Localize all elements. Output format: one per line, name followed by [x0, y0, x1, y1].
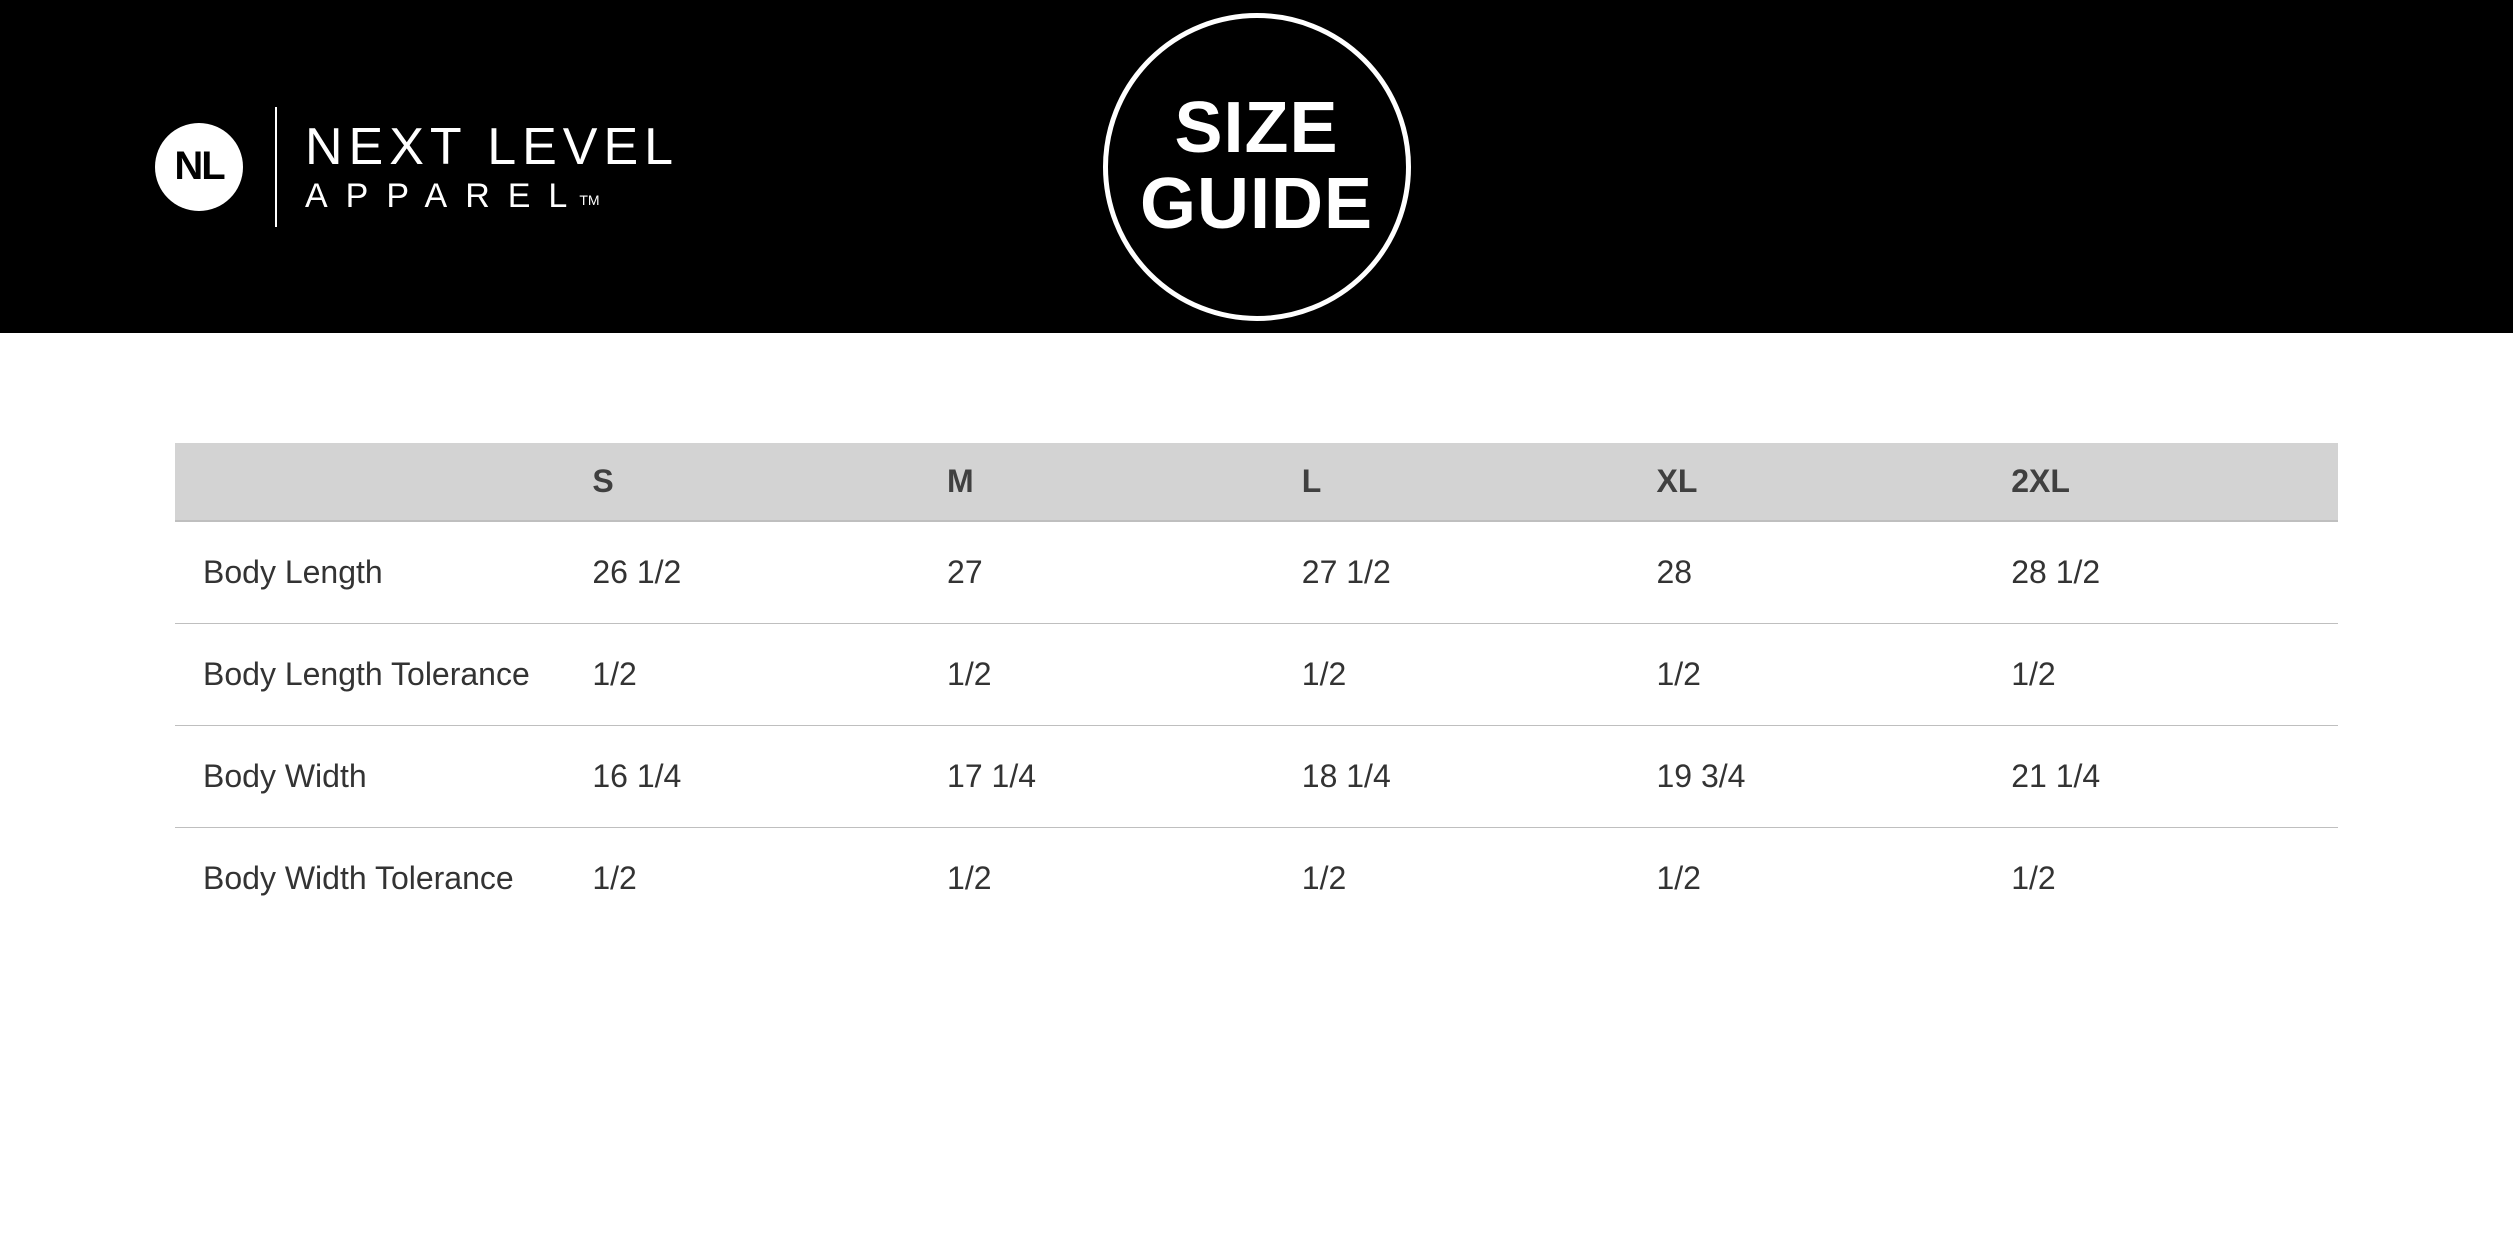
table-cell: 1/2	[564, 828, 919, 930]
table-cell: 28	[1628, 521, 1983, 624]
table-cell: 1/2	[564, 624, 919, 726]
table-cell: 1/2	[1628, 828, 1983, 930]
table-cell: 27	[919, 521, 1274, 624]
size-table: SMLXL2XL Body Length26 1/22727 1/22828 1…	[175, 443, 2338, 929]
table-cell: 21 1/4	[1983, 726, 2338, 828]
brand-text: NEXT LEVEL APPARELTM	[305, 121, 679, 213]
table-cell: 17 1/4	[919, 726, 1274, 828]
trademark-label: TM	[579, 192, 599, 208]
table-cell: 1/2	[919, 624, 1274, 726]
row-label: Body Length Tolerance	[175, 624, 564, 726]
table-header-cell: XL	[1628, 443, 1983, 521]
table-cell: 18 1/4	[1274, 726, 1629, 828]
table-header-row: SMLXL2XL	[175, 443, 2338, 521]
logo-initials: NL	[174, 144, 223, 189]
table-cell: 26 1/2	[564, 521, 919, 624]
table-cell: 1/2	[1274, 624, 1629, 726]
row-label: Body Length	[175, 521, 564, 624]
logo-divider	[275, 107, 277, 227]
table-header-cell: L	[1274, 443, 1629, 521]
size-table-head: SMLXL2XL	[175, 443, 2338, 521]
size-table-container: SMLXL2XL Body Length26 1/22727 1/22828 1…	[0, 333, 2513, 929]
brand-logo: NL NEXT LEVEL APPARELTM	[155, 107, 679, 227]
logo-badge-icon: NL	[155, 123, 243, 211]
badge-line1: SIZE	[1174, 91, 1338, 167]
table-cell: 1/2	[1274, 828, 1629, 930]
table-header-cell: S	[564, 443, 919, 521]
header-bar: NL NEXT LEVEL APPARELTM SIZE GUIDE	[0, 0, 2513, 333]
table-cell: 19 3/4	[1628, 726, 1983, 828]
table-cell: 28 1/2	[1983, 521, 2338, 624]
badge-line2: GUIDE	[1140, 167, 1373, 243]
row-label: Body Width	[175, 726, 564, 828]
table-cell: 1/2	[919, 828, 1274, 930]
table-header-cell: M	[919, 443, 1274, 521]
table-cell: 1/2	[1628, 624, 1983, 726]
table-row: Body Length26 1/22727 1/22828 1/2	[175, 521, 2338, 624]
size-table-body: Body Length26 1/22727 1/22828 1/2Body Le…	[175, 521, 2338, 929]
table-cell: 1/2	[1983, 828, 2338, 930]
table-cell: 1/2	[1983, 624, 2338, 726]
table-cell: 16 1/4	[564, 726, 919, 828]
table-header-cell: 2XL	[1983, 443, 2338, 521]
table-row: Body Width16 1/417 1/418 1/419 3/421 1/4	[175, 726, 2338, 828]
table-row: Body Width Tolerance1/21/21/21/21/2	[175, 828, 2338, 930]
table-row: Body Length Tolerance1/21/21/21/21/2	[175, 624, 2338, 726]
table-corner-cell	[175, 443, 564, 521]
brand-line1: NEXT LEVEL	[305, 121, 679, 173]
brand-line2: APPARELTM	[305, 179, 679, 213]
table-cell: 27 1/2	[1274, 521, 1629, 624]
row-label: Body Width Tolerance	[175, 828, 564, 930]
size-guide-badge: SIZE GUIDE	[1103, 13, 1411, 321]
